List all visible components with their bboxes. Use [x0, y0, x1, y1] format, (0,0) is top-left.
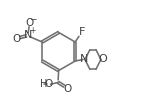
Text: O: O [25, 18, 33, 28]
Text: H: H [40, 79, 47, 89]
Text: O: O [63, 84, 71, 94]
Text: N: N [79, 54, 88, 64]
Text: O: O [44, 79, 52, 89]
Text: O: O [12, 34, 20, 44]
Text: O: O [98, 54, 107, 64]
Text: +: + [29, 26, 36, 35]
Text: −: − [29, 15, 37, 24]
Text: F: F [78, 27, 85, 37]
Text: N: N [24, 30, 32, 40]
